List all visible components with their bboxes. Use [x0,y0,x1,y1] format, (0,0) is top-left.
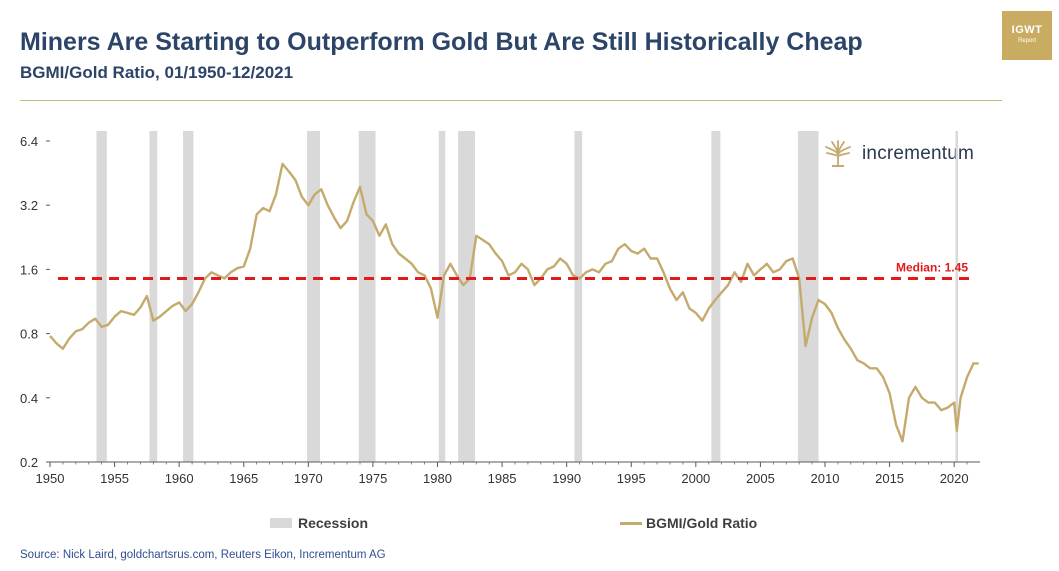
x-tick-label-8: 1990 [552,471,581,486]
chart-subtitle: BGMI/Gold Ratio, 01/1950-12/2021 [20,63,294,82]
recession-band-0 [96,131,107,462]
legend-recession: Recession [270,515,368,531]
series-layer [49,162,979,443]
x-tick-label-12: 2010 [811,471,840,486]
brand-name: incrementum [862,143,975,164]
incrementum-logo: incrementum [822,136,984,172]
series-line-bgmi-gold-ratio [49,162,979,443]
recession-band-6 [458,131,475,462]
x-tick-label-9: 1995 [617,471,646,486]
legend-recession-swatch [270,518,292,528]
x-tick-label-13: 2015 [875,471,904,486]
x-tick-label-14: 2020 [940,471,969,486]
x-tick-label-6: 1980 [423,471,452,486]
x-tick-label-3: 1965 [229,471,258,486]
recession-band-9 [797,131,819,462]
x-tick-label-4: 1970 [294,471,323,486]
y-tick-label-2: 1.6 [20,262,38,277]
recession-band-1 [149,131,158,462]
y-tick-label-5: 0.2 [20,455,38,470]
x-tick-label-2: 1960 [165,471,194,486]
source-note: Source: Nick Laird, goldchartsrus.com, R… [20,549,386,561]
x-tick-label-10: 2000 [681,471,710,486]
median-layer: Median: 1.45 [58,261,974,281]
x-tick-label-0: 1950 [36,471,65,486]
recession-band-7 [574,131,583,462]
x-tick-label-5: 1975 [358,471,387,486]
header-divider [20,100,1002,101]
chart-title: Miners Are Starting to Outperform Gold B… [20,28,863,56]
y-tick-label-4: 0.4 [20,391,38,406]
recession-band-10 [955,131,959,462]
igwt-report-badge: IGWT Report [1002,11,1052,60]
x-tick-label-1: 1955 [100,471,129,486]
y-tick-label-0: 6.4 [20,134,38,149]
recession-band-5 [438,131,446,462]
badge-title: IGWT [1011,24,1043,36]
legend-ratio: BGMI/Gold Ratio [620,515,757,531]
legend-ratio-label: BGMI/Gold Ratio [646,515,758,531]
legend-ratio-swatch [620,521,642,525]
recession-bands [96,131,959,462]
badge-subtitle: Report [1017,38,1036,44]
x-tick-label-11: 2005 [746,471,775,486]
recession-band-8 [711,131,721,462]
recession-band-2 [183,131,194,462]
y-tick-label-3: 0.8 [20,327,38,342]
x-tick-label-7: 1985 [488,471,517,486]
median-label: Median: 1.45 [896,261,968,275]
tree-logo-icon [824,140,852,168]
y-tick-label-1: 3.2 [20,198,38,213]
recession-band-4 [358,131,376,462]
recession-band-3 [307,131,320,462]
legend-recession-label: Recession [298,515,369,531]
